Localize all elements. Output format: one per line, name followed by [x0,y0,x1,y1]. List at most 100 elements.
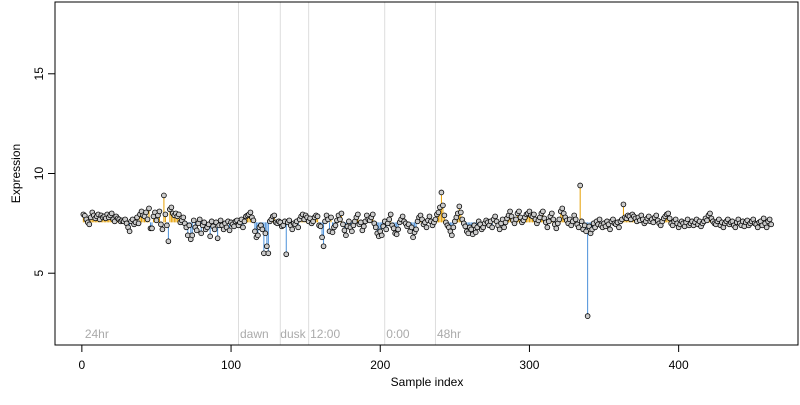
data-point [707,210,713,217]
data-point [553,225,560,232]
data-point [760,215,767,222]
data-point [472,229,479,236]
data-point [207,233,213,240]
data-point [369,211,376,218]
data-point [435,209,442,216]
data-point [346,218,352,225]
y-tick-label: 10 [32,167,46,181]
phase-labels: 24hr dawn dusk 12:00 0:00 48hr [85,327,461,341]
data-point [426,213,433,220]
data-point [581,222,588,229]
data-point [531,211,537,218]
data-point [423,224,430,231]
data-point [153,217,160,224]
data-point [271,212,278,219]
phase-separator-lines [238,2,436,345]
x-tick-label: 300 [519,358,539,372]
data-point [408,224,415,231]
data-point [456,203,463,210]
data-point [410,234,416,241]
data-point [314,213,321,220]
data-point [283,251,290,258]
data-point [126,228,133,235]
data-point [516,208,522,215]
data-point [164,222,170,229]
data-point [255,232,261,239]
data-point [650,219,657,226]
data-point [168,204,175,211]
data-points [80,182,774,319]
data-point [507,208,513,215]
data-point [241,218,248,225]
data-point [584,313,591,319]
data-point [616,224,622,231]
data-point [250,217,257,224]
data-point [501,224,507,231]
data-point [583,228,589,235]
data-point [684,216,691,223]
data-point [247,209,254,216]
data-point [413,226,419,233]
data-point [468,226,475,233]
phase-label: dusk [280,327,306,341]
data-point [265,250,272,257]
data-point [108,210,115,217]
data-point [86,221,93,228]
data-point [732,224,739,231]
data-point [441,212,448,219]
data-point [492,213,498,220]
data-point [378,232,385,239]
data-point [231,223,237,230]
data-point [158,221,164,228]
data-point [666,215,673,222]
data-point [186,222,193,229]
data-point [399,213,406,220]
data-point [768,221,774,228]
data-point [343,232,349,239]
data-point [295,224,301,231]
data-point [196,216,203,223]
data-point [317,223,324,230]
data-point [135,220,142,227]
data-point [496,226,503,233]
data-point [144,216,151,223]
data-point [143,209,149,216]
data-point [665,210,671,217]
data-point [319,234,325,241]
phase-label: 24hr [85,327,109,341]
data-point [159,226,166,233]
data-point [161,192,167,199]
phase-label: 0:00 [386,327,410,341]
data-point [162,211,169,218]
data-point [338,210,345,217]
x-tick-label: 200 [370,358,390,372]
data-point [383,226,390,233]
data-point [550,216,557,223]
data-point [489,224,495,231]
data-point [653,212,660,219]
data-point [226,227,233,234]
data-point [386,216,393,223]
data-point [211,226,218,233]
data-point [390,225,397,232]
data-point [165,238,172,245]
data-point [259,226,266,233]
data-point [449,232,455,239]
data-point [337,216,343,223]
data-point [355,211,361,218]
data-point [544,224,551,231]
data-point [540,208,546,215]
data-point [458,209,464,216]
y-axis: 5 10 15 [32,67,56,277]
data-point [575,224,582,231]
data-point [252,228,258,235]
data-point [387,211,394,218]
deviation-segments [82,185,772,317]
data-point [450,224,457,231]
data-point [262,230,269,237]
data-point [289,226,296,233]
data-point [286,217,293,224]
data-point [320,243,327,250]
data-point [395,226,401,233]
